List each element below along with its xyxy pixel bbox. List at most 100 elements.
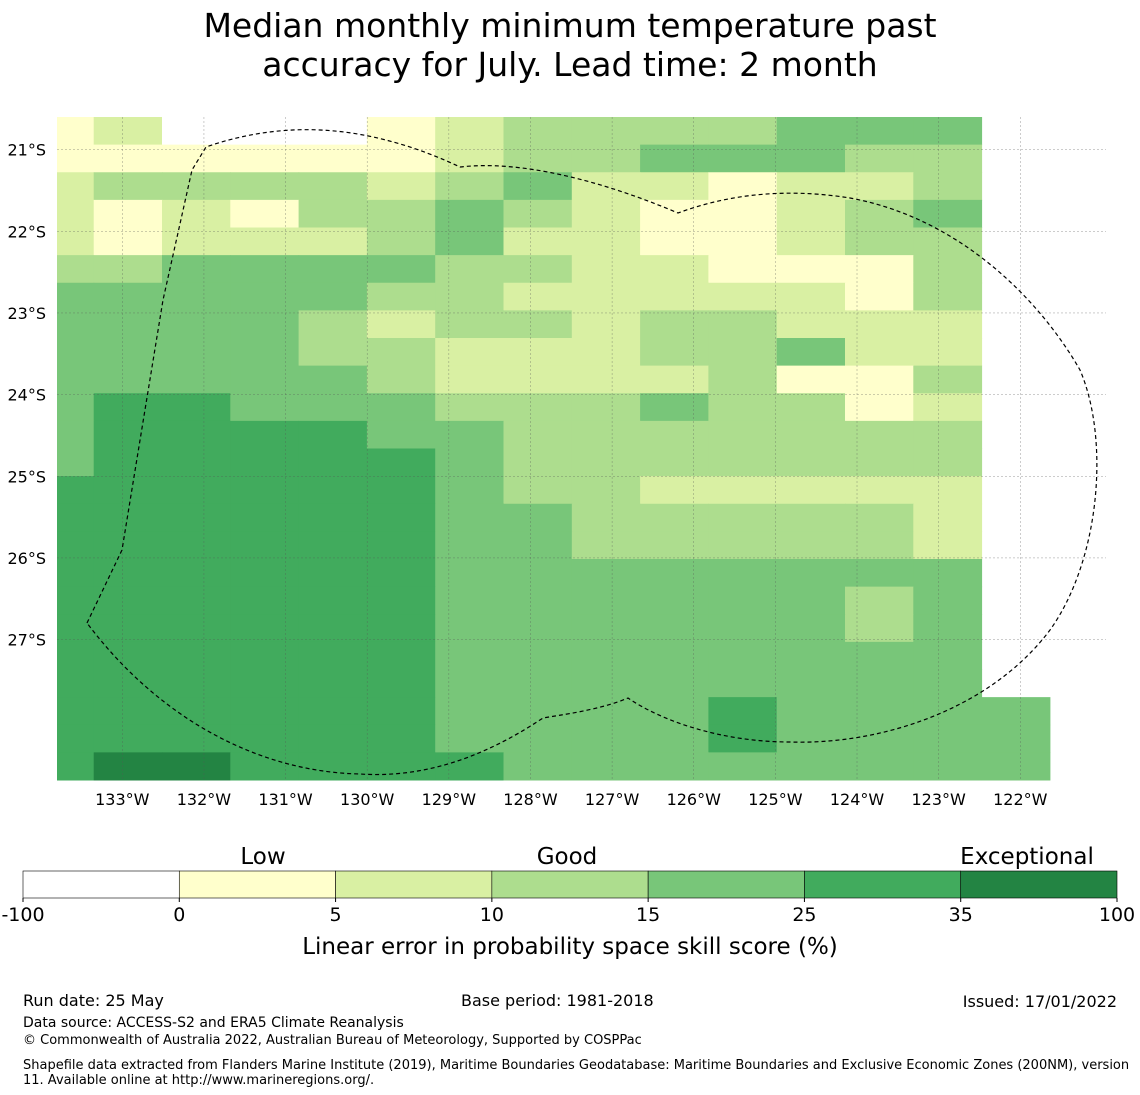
grid-cell <box>845 641 914 670</box>
grid-cell <box>230 669 300 698</box>
grid-cell <box>845 172 914 201</box>
grid-cell <box>435 420 504 449</box>
grid-cell <box>230 614 300 643</box>
grid-cell <box>503 310 573 339</box>
grid-cell <box>503 724 573 753</box>
grid-cell <box>776 476 846 505</box>
grid-cell <box>708 476 778 505</box>
grid-cell <box>776 669 846 698</box>
grid-cell <box>93 199 163 228</box>
colorbar-category: Good <box>537 844 598 870</box>
grid-cell <box>93 117 163 146</box>
grid-cell <box>162 614 231 643</box>
grid-cell <box>230 144 300 173</box>
grid-cell <box>913 310 983 339</box>
grid-cell <box>298 641 368 670</box>
lat-label: 23°S <box>7 304 46 323</box>
grid-cell <box>298 503 368 532</box>
grid-cell <box>435 255 504 284</box>
grid-cell <box>162 227 231 256</box>
grid-cell <box>708 310 778 339</box>
grid-cell <box>366 614 436 643</box>
grid-cell <box>230 393 300 422</box>
grid-cell <box>913 503 983 532</box>
grid-cell <box>708 724 778 753</box>
grid-cell <box>503 752 573 781</box>
grid-cell <box>913 255 983 284</box>
grid-cell <box>298 531 368 560</box>
longitude-labels: 133°W 132°W 131°W 130°W 129°W 128°W 127°W 126°W… <box>95 790 1048 809</box>
grid-cell <box>708 420 778 449</box>
grid-cell <box>435 697 504 726</box>
grid-cell <box>640 365 709 394</box>
grid-cell <box>93 172 163 201</box>
lat-label: 26°S <box>7 549 46 568</box>
colorbar-segment <box>960 870 1118 899</box>
grid-cell <box>776 172 846 201</box>
grid-cell <box>571 227 641 256</box>
grid-cell <box>57 586 95 615</box>
grid-cell <box>708 559 778 588</box>
grid-cell <box>845 117 914 146</box>
grid-cell <box>708 531 778 560</box>
grid-cell <box>981 697 1051 726</box>
grid-cell <box>230 559 300 588</box>
grid-cell <box>913 117 983 146</box>
grid-cell <box>571 393 641 422</box>
grid-cell <box>708 697 778 726</box>
shapefile-credit: Shapefile data extracted from Flanders M… <box>23 1058 1130 1088</box>
grid-cell <box>571 476 641 505</box>
grid-cell <box>366 586 436 615</box>
grid-cell <box>571 310 641 339</box>
colorbar-category: Exceptional <box>960 844 1094 870</box>
grid-cell <box>640 255 709 284</box>
grid-cell <box>298 199 368 228</box>
grid-cell <box>435 476 504 505</box>
grid-cell <box>366 531 436 560</box>
lat-label: 25°S <box>7 467 46 486</box>
grid-cell <box>230 448 300 477</box>
grid-cell <box>57 614 95 643</box>
grid-cell <box>640 448 709 477</box>
grid-cell <box>913 752 983 781</box>
grid-cell <box>298 614 368 643</box>
grid-cell <box>366 669 436 698</box>
grid-cell <box>230 338 300 367</box>
grid-cell <box>503 255 573 284</box>
grid-cell <box>162 310 231 339</box>
colorbar-tick-label: 25 <box>792 904 816 926</box>
grid-cell <box>845 752 914 781</box>
grid-cell <box>571 255 641 284</box>
grid-cell <box>93 476 163 505</box>
grid-cell <box>708 448 778 477</box>
grid-cell <box>298 172 368 201</box>
grid-cell <box>366 476 436 505</box>
grid-cell <box>435 724 504 753</box>
grid-cell <box>57 503 95 532</box>
colorbar-category: Low <box>240 844 285 870</box>
lon-label: 126°W <box>667 790 722 809</box>
grid-cell <box>162 559 231 588</box>
grid-cell <box>230 365 300 394</box>
grid-cell <box>435 282 504 311</box>
grid-cell <box>640 669 709 698</box>
grid-cell <box>571 144 641 173</box>
grid-cell <box>640 420 709 449</box>
grid-cell <box>640 559 709 588</box>
grid-cell <box>571 559 641 588</box>
grid-cell <box>571 365 641 394</box>
grid-cell <box>776 227 846 256</box>
grid-cell <box>435 669 504 698</box>
grid-cell <box>913 724 983 753</box>
grid-cell <box>435 365 504 394</box>
grid-cell <box>845 531 914 560</box>
grid-cell <box>298 559 368 588</box>
grid-cell <box>366 117 436 146</box>
grid-cell <box>571 641 641 670</box>
grid-cell <box>366 338 436 367</box>
grid-cell <box>571 199 641 228</box>
grid-cell <box>776 531 846 560</box>
grid-cell <box>913 531 983 560</box>
grid-cell <box>913 338 983 367</box>
grid-cell <box>57 365 95 394</box>
